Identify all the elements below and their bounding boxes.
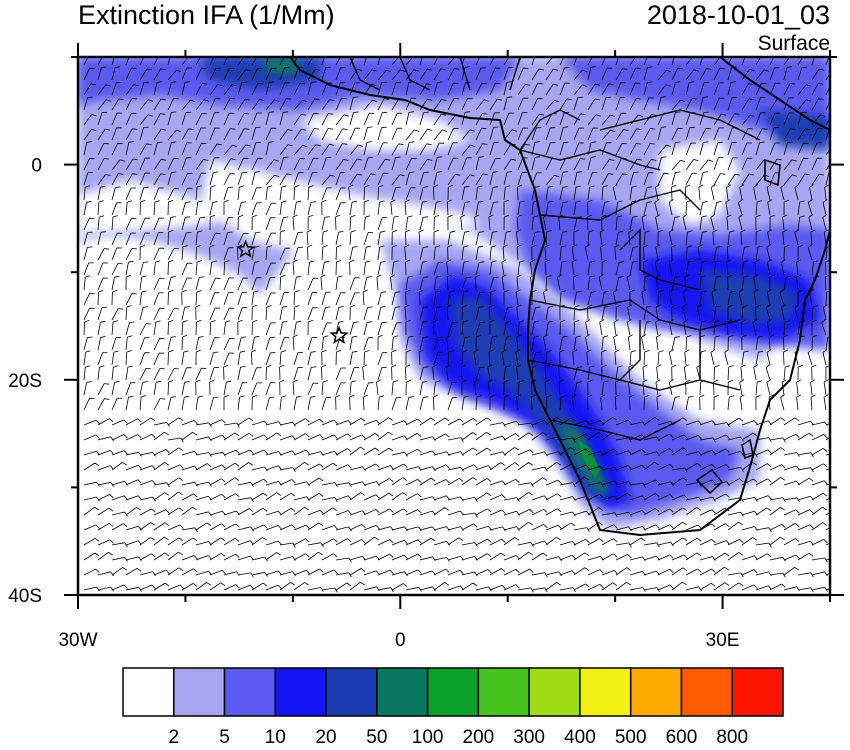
colorbar-bin: [173, 667, 226, 717]
colorbar-bin: [426, 667, 480, 717]
colorbar-label: 20: [315, 727, 337, 748]
colorbar-label: 2: [168, 727, 180, 748]
colorbar-bin: [579, 667, 632, 717]
star-marker: [236, 239, 256, 258]
colorbar-bin: [223, 667, 277, 717]
x-tick-label: 0: [395, 630, 406, 651]
colorbar-bin: [680, 667, 733, 717]
coastlines: [289, 57, 830, 537]
colorbar-label: 200: [462, 727, 495, 748]
plot-frame: [76, 55, 832, 597]
colorbar-bin: [629, 667, 683, 717]
colorbar-label: 50: [366, 727, 388, 748]
colorbar-label: 400: [564, 727, 596, 748]
colorbar: [122, 667, 784, 717]
wind-barbs: [83, 57, 830, 593]
colorbar-bin: [376, 667, 429, 717]
axis-ticks: [64, 43, 844, 609]
x-tick-label: 30W: [58, 630, 97, 651]
colorbar-bin: [731, 667, 784, 717]
colorbar-label: 500: [614, 727, 647, 748]
star-marker: [329, 325, 349, 344]
wind-barb-paths: [83, 57, 830, 593]
station-markers: [236, 239, 349, 344]
colorbar-bin: [325, 667, 378, 717]
map-level: Surface: [757, 32, 830, 55]
extinction-field: [78, 57, 830, 530]
colorbar-bin: [122, 667, 175, 717]
colorbar-label: 5: [219, 727, 230, 748]
y-tick-label: 40S: [8, 586, 42, 607]
colorbar-label: 800: [716, 727, 749, 748]
axis-tick-labels: 30W 0 30E 0 20S 40S: [8, 156, 739, 651]
colorbar-label: 10: [264, 727, 286, 748]
colorbar-label: 300: [513, 727, 545, 748]
colorbar-bin: [528, 667, 581, 717]
y-tick-label: 0: [31, 156, 42, 177]
colorbar-bin: [477, 667, 530, 717]
x-tick-label: 30E: [706, 630, 740, 651]
map-title: Extinction IFA (1/Mm): [78, 0, 335, 30]
y-tick-label: 20S: [8, 371, 42, 392]
colorbar-label: 100: [411, 727, 444, 748]
map-datetime: 2018-10-01_03: [646, 0, 830, 30]
colorbar-label: 600: [665, 727, 698, 748]
colorbar-bin: [274, 667, 327, 717]
